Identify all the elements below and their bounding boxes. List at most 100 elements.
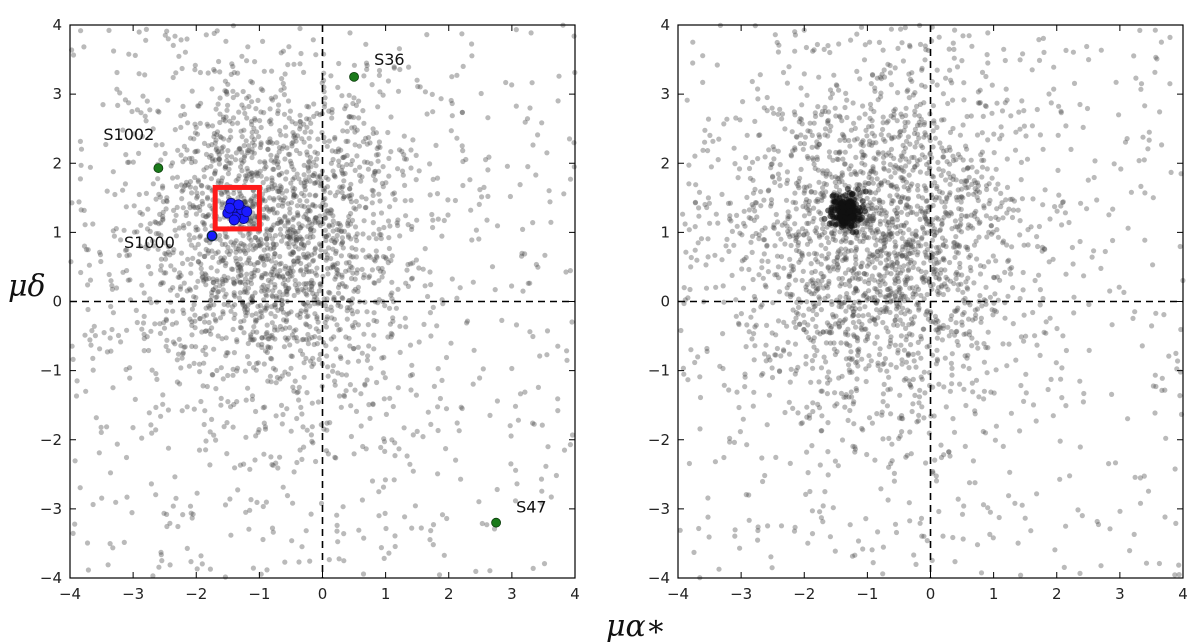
- field-star-point: [877, 221, 883, 227]
- field-star-point: [814, 41, 821, 48]
- field-star-point: [937, 140, 943, 146]
- field-star-point: [692, 247, 698, 253]
- field-star-point: [471, 347, 477, 353]
- field-star-point: [995, 181, 1001, 187]
- field-star-point: [311, 361, 317, 367]
- field-star-point: [374, 379, 380, 386]
- field-star-point: [395, 286, 401, 292]
- field-star-point: [1071, 80, 1078, 86]
- field-star-point: [302, 302, 308, 308]
- field-star-point: [274, 140, 280, 146]
- field-star-point: [902, 311, 908, 317]
- field-star-point: [520, 226, 526, 232]
- field-star-point: [1036, 57, 1043, 64]
- field-star-point: [391, 477, 397, 483]
- field-star-point: [513, 322, 520, 328]
- field-star-point: [304, 427, 310, 433]
- field-star-point: [279, 305, 285, 311]
- field-star-point: [894, 210, 900, 216]
- field-star-point: [192, 62, 198, 68]
- field-star-point: [187, 237, 193, 243]
- field-star-point: [262, 426, 269, 432]
- field-star-point: [294, 210, 301, 216]
- field-star-point: [700, 147, 706, 153]
- field-star-point: [230, 266, 236, 272]
- field-star-point: [1167, 34, 1173, 41]
- field-star-point: [1040, 295, 1046, 302]
- field-star-point: [278, 186, 284, 192]
- field-star-point: [972, 411, 978, 417]
- field-star-point: [104, 424, 110, 430]
- field-star-point: [503, 79, 509, 86]
- field-star-point: [435, 471, 441, 477]
- field-star-point: [249, 134, 255, 140]
- field-star-point: [303, 309, 309, 315]
- field-star-point: [923, 460, 929, 466]
- field-star-point: [787, 379, 793, 385]
- field-star-point: [382, 303, 388, 309]
- field-star-point: [170, 175, 176, 181]
- field-star-point: [473, 227, 479, 233]
- field-star-point: [569, 319, 575, 325]
- field-star-point: [170, 308, 176, 314]
- field-star-point: [539, 488, 545, 494]
- field-star-point: [807, 488, 813, 495]
- field-star-point: [300, 272, 307, 278]
- field-star-point: [377, 144, 383, 150]
- field-star-point: [277, 226, 284, 232]
- field-star-point: [392, 453, 398, 459]
- field-star-point: [997, 277, 1003, 283]
- field-star-point: [285, 217, 291, 223]
- field-star-point: [262, 307, 268, 313]
- field-star-point: [350, 100, 356, 107]
- field-star-point: [969, 181, 975, 187]
- field-star-point: [90, 367, 96, 373]
- field-star-point: [903, 112, 909, 119]
- field-star-point: [235, 487, 241, 493]
- field-star-point: [339, 272, 345, 278]
- field-star-point: [416, 265, 422, 271]
- field-star-point: [1051, 64, 1057, 70]
- field-star-point: [377, 89, 383, 95]
- field-star-point: [308, 432, 314, 438]
- field-star-point: [265, 344, 271, 350]
- field-star-point: [527, 280, 533, 286]
- field-star-point: [977, 293, 983, 299]
- field-star-point: [120, 187, 126, 193]
- field-star-point: [257, 159, 263, 165]
- field-star-point: [1109, 322, 1115, 328]
- field-star-point: [364, 377, 370, 383]
- field-star-point: [143, 26, 149, 32]
- field-star-point: [379, 274, 385, 280]
- field-star-point: [345, 234, 352, 240]
- field-star-point: [303, 321, 309, 327]
- field-star-point: [513, 27, 519, 33]
- field-star-point: [918, 116, 924, 122]
- field-star-point: [416, 339, 422, 345]
- field-star-point: [321, 139, 328, 145]
- field-star-point: [1162, 514, 1168, 520]
- field-star-point: [955, 250, 961, 256]
- field-star-point: [969, 343, 975, 349]
- field-star-point: [848, 37, 854, 43]
- field-star-point: [507, 193, 513, 200]
- field-star-point: [970, 389, 976, 395]
- field-star-point: [955, 282, 962, 288]
- field-star-point: [348, 403, 354, 409]
- field-star-point: [933, 478, 940, 484]
- field-star-point: [1010, 207, 1017, 213]
- field-star-point: [939, 337, 946, 343]
- field-star-point: [187, 155, 193, 162]
- field-star-point: [301, 69, 307, 75]
- field-star-point: [301, 374, 307, 380]
- field-star-point: [291, 167, 297, 173]
- field-star-point: [760, 275, 766, 281]
- field-star-point: [1077, 570, 1083, 577]
- field-star-point: [282, 369, 288, 375]
- field-star-point: [906, 172, 912, 178]
- field-star-point: [409, 362, 415, 368]
- field-star-point: [525, 164, 531, 170]
- field-star-point: [274, 210, 280, 216]
- field-star-point: [304, 152, 310, 158]
